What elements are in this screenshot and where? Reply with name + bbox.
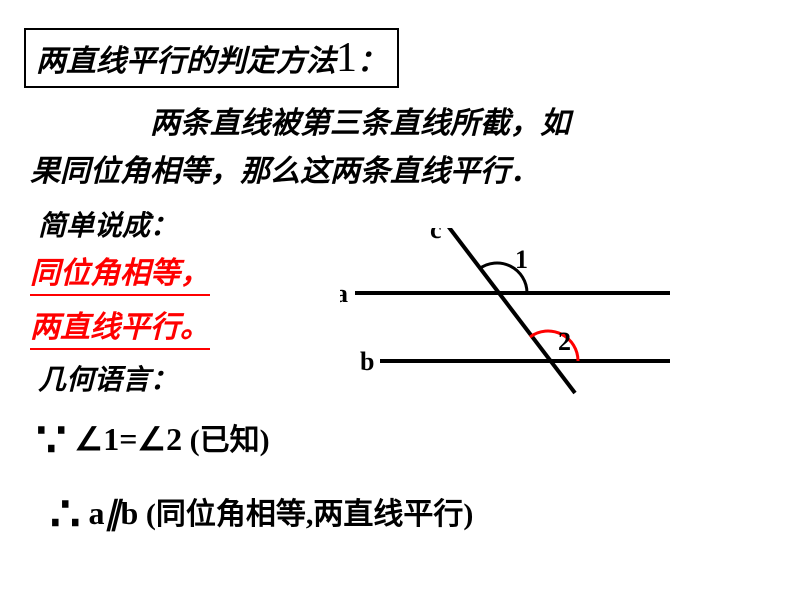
svg-text:1: 1 [515,245,528,274]
body-line-2: 果同位角相等，那么这两条直线平行． [30,148,764,196]
title-text: 两直线平行的判定方法 [36,45,336,78]
proof2-a: a [81,495,105,531]
proof2-b: b [121,495,139,531]
red-line-2: 两直线平行。 [30,302,210,350]
proof2-reason: (同位角相等,两直线平行) [138,498,473,531]
red-line-1: 同位角相等， [30,248,210,296]
proof-line-1: ∵ ∠1=∠2 (已知) [36,412,794,468]
therefore-sym: ∴ [50,488,81,541]
title-colon: ： [357,45,387,78]
svg-text:a: a [340,279,348,308]
svg-text:c: c [430,228,442,244]
parallel-sym: ∥ [105,495,121,531]
diagram: a b c 1 2 [340,228,680,398]
proof-line-2: ∴ a∥b (同位角相等,两直线平行) [50,486,794,542]
svg-text:b: b [360,347,374,376]
svg-text:2: 2 [558,327,571,356]
proof1-reason: (已知) [182,424,269,457]
title-num: 1 [336,35,357,81]
because-sym: ∵ [36,414,67,467]
proof1-expr: ∠1=∠2 [75,421,183,457]
body-line-1: 两条直线被第三条直线所截，如 [30,100,764,148]
title-box: 两直线平行的判定方法1： [24,28,399,88]
